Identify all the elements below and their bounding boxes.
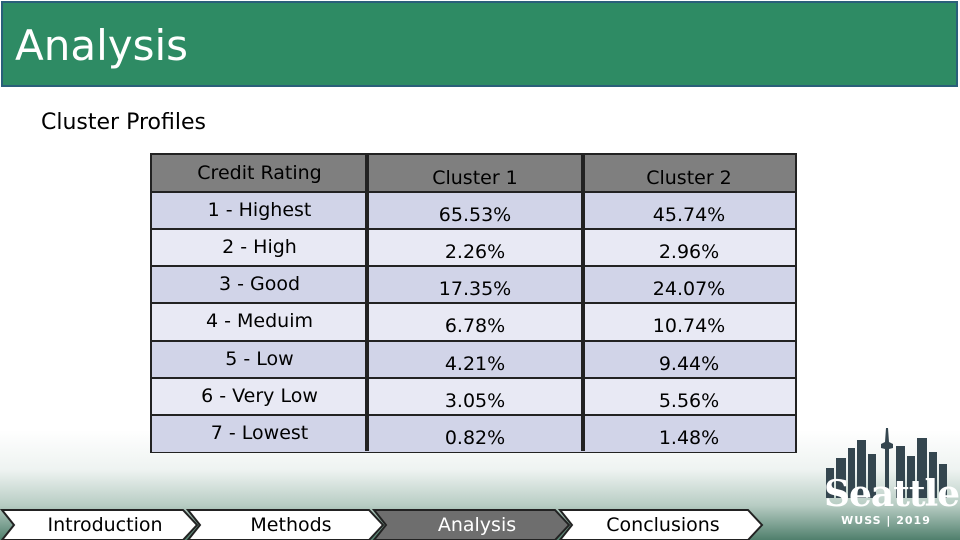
cluster-value-cell: 6.78% [444, 315, 506, 337]
cluster-value-cell: 3.05% [444, 390, 506, 412]
table-row-divider [152, 302, 795, 304]
cluster-profile-table: Credit Rating Cluster 1 Cluster 2 1 - Highe… [150, 153, 797, 453]
cluster-value-cell: 17.35% [438, 278, 512, 300]
table-row [152, 192, 795, 229]
table-column-divider [581, 155, 585, 451]
table-row [152, 378, 795, 415]
logo-name: Seattle [824, 473, 960, 515]
cluster-value-cell: 65.53% [438, 204, 512, 226]
seattle-logo: Seattle WUSS | 2019 [820, 428, 960, 530]
nav-arrow-analysis [371, 509, 571, 540]
cluster-value-cell: 2.96% [658, 241, 720, 263]
table-header-cell: Credit Rating [197, 162, 322, 184]
navigation-bar: Introduction Methods Analysis Conclusion… [0, 505, 960, 540]
nav-methods[interactable]: Methods [250, 514, 332, 536]
table-row-divider [152, 340, 795, 342]
table-header-row [152, 155, 795, 192]
slide-title: Analysis [15, 21, 189, 70]
table-row [152, 415, 795, 452]
nav-introduction[interactable]: Introduction [47, 514, 163, 536]
nav-conclusions[interactable]: Conclusions [606, 514, 720, 536]
table-row-divider [152, 191, 795, 193]
table-row [152, 229, 795, 266]
cluster-value-cell: 5.56% [658, 390, 720, 412]
table-row [152, 341, 795, 378]
cluster-value-cell: 0.82% [444, 427, 506, 449]
table-header-cell: Cluster 2 [646, 167, 732, 189]
table-row [152, 303, 795, 340]
cluster-value-cell: 10.74% [652, 315, 726, 337]
cluster-value-cell: 2.26% [444, 241, 506, 263]
slide-subtitle: Cluster Profiles [41, 110, 206, 135]
credit-rating-cell: 7 - Lowest [210, 422, 309, 444]
cluster-value-cell: 45.74% [652, 204, 726, 226]
credit-rating-cell: 6 - Very Low [201, 385, 318, 407]
cluster-value-cell: 4.21% [444, 353, 506, 375]
table-row [152, 266, 795, 303]
nav-arrow-conclusions [557, 509, 764, 540]
nav-arrow-methods [185, 509, 385, 540]
logo-tagline: WUSS | 2019 [841, 514, 931, 527]
table-row-divider [152, 265, 795, 267]
cluster-value-cell: 9.44% [658, 353, 720, 375]
table-row-divider [152, 414, 795, 416]
nav-analysis[interactable]: Analysis [437, 514, 517, 536]
credit-rating-cell: 3 - Good [218, 273, 301, 295]
credit-rating-cell: 1 - Highest [207, 199, 312, 221]
credit-rating-cell: 5 - Low [225, 348, 294, 370]
nav-arrow-introduction [0, 509, 199, 540]
credit-rating-cell: 4 - Meduim [206, 310, 313, 332]
credit-rating-cell: 2 - High [222, 236, 297, 258]
nav-arrows [0, 509, 764, 540]
skyline-icon [826, 428, 947, 498]
cluster-value-cell: 24.07% [652, 278, 726, 300]
table-header-cell: Cluster 1 [432, 167, 518, 189]
title-bar: Analysis [1, 1, 958, 87]
table-column-divider [365, 155, 369, 451]
cluster-value-cell: 1.48% [658, 427, 720, 449]
table-row-divider [152, 228, 795, 230]
table-row-divider [152, 377, 795, 379]
